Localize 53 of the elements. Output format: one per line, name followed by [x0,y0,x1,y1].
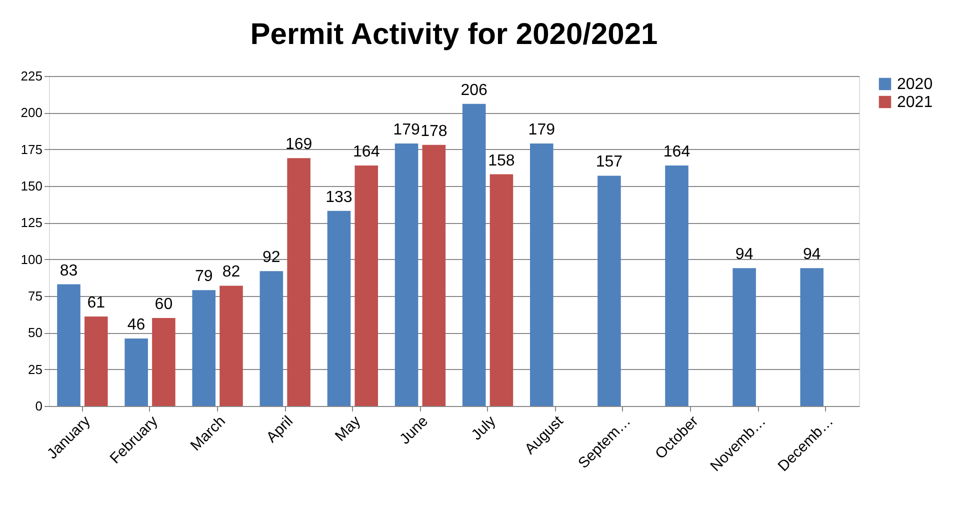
bar [422,144,446,406]
chart-title: Permit Activity for 2020/2021 [250,18,658,51]
y-tick-label: 50 [28,325,42,340]
bar [287,158,310,406]
data-label: 60 [154,296,173,313]
data-label: 158 [488,152,515,170]
bar [800,268,824,406]
x-tick-label: May [332,412,364,445]
data-label: 133 [326,188,352,206]
bar [530,143,554,406]
bar [490,174,514,406]
data-label: 179 [393,121,420,138]
y-tick-label: 125 [20,215,42,230]
data-label: 157 [596,154,623,171]
y-tick-label: 200 [20,105,42,120]
data-label: 164 [663,143,690,160]
bar [260,271,284,406]
y-tick-label: 150 [20,178,42,194]
bar [124,338,148,406]
bar [327,210,351,406]
bar [354,165,378,406]
y-tick-label: 225 [20,68,42,84]
legend-label: 2020 [897,76,933,93]
data-label: 83 [60,262,78,280]
bar [394,143,418,406]
data-label: 178 [420,122,448,140]
bar [57,284,80,406]
data-label: 61 [87,294,106,312]
bar [665,165,688,406]
x-tick-label: July [468,412,500,444]
data-label: 206 [460,82,488,99]
y-tick-label: 25 [28,362,42,377]
bar [192,290,216,406]
y-tick-label: 100 [20,252,42,267]
bar [84,316,108,406]
data-label: 164 [353,143,380,160]
data-label: 169 [285,136,312,154]
data-label: 179 [528,121,556,138]
bar [732,268,756,406]
data-label: 82 [222,264,240,281]
data-label: 79 [194,268,213,286]
data-label: 94 [735,246,754,264]
bar [598,176,621,406]
bar [462,104,486,406]
data-label: 92 [262,249,280,266]
data-label: 94 [802,246,821,264]
legend-label: 2021 [897,94,933,111]
y-tick-label: 0 [35,398,42,414]
y-tick-label: 75 [28,288,42,304]
bar [220,286,243,406]
y-tick-label: 175 [20,142,42,157]
bar [152,318,176,406]
data-label: 46 [127,316,146,334]
